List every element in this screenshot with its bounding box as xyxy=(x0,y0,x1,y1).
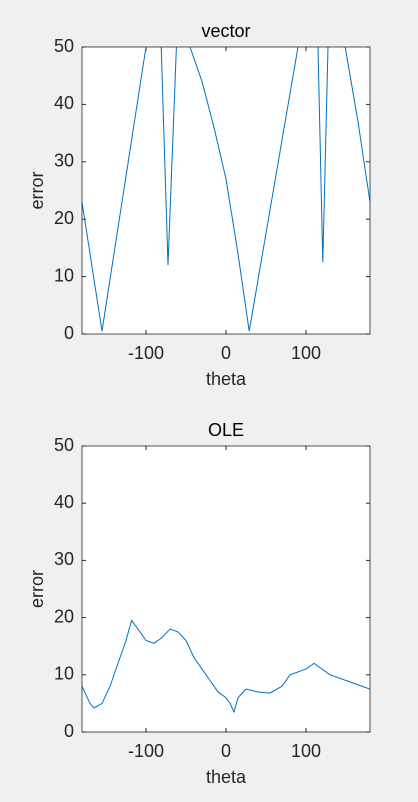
x-tick-label: 0 xyxy=(221,741,231,761)
plot-area xyxy=(82,47,370,334)
y-tick-label: 0 xyxy=(64,721,74,741)
y-tick-label: 20 xyxy=(54,606,74,626)
chart-title: vector xyxy=(201,21,250,41)
x-axis-label: theta xyxy=(206,369,247,389)
axes: 0 10 20 30 40 50 -100 0 100 vector theta error xyxy=(27,21,371,389)
axes-box xyxy=(81,445,371,733)
data-line xyxy=(82,47,370,332)
y-axis-label: error xyxy=(27,570,47,608)
x-axis-label: theta xyxy=(206,767,247,787)
y-tick-label: 0 xyxy=(64,323,74,343)
y-axis-label: error xyxy=(27,171,47,209)
x-tick-label: 0 xyxy=(221,343,231,363)
y-tick-label: 50 xyxy=(54,435,74,455)
x-tick-label: 100 xyxy=(291,343,321,363)
axes-box xyxy=(81,46,371,335)
x-tick-label: 100 xyxy=(291,741,321,761)
y-tick-label: 30 xyxy=(54,549,74,569)
data-line xyxy=(82,619,370,714)
y-tick-label: 40 xyxy=(54,492,74,512)
y-tick-label: 10 xyxy=(54,664,74,684)
y-tick-label: 20 xyxy=(54,208,74,228)
chart-title: OLE xyxy=(208,420,244,440)
y-tick-label: 50 xyxy=(54,36,74,56)
y-tick-label: 30 xyxy=(54,151,74,171)
x-tick-label: -100 xyxy=(128,343,164,363)
y-tick-label: 10 xyxy=(54,265,74,285)
axes: 0 10 20 30 40 50 -100 0 100 OLE theta error xyxy=(27,420,371,787)
y-tick-label: 40 xyxy=(54,93,74,113)
x-tick-label: -100 xyxy=(128,741,164,761)
plot-area xyxy=(82,446,370,732)
